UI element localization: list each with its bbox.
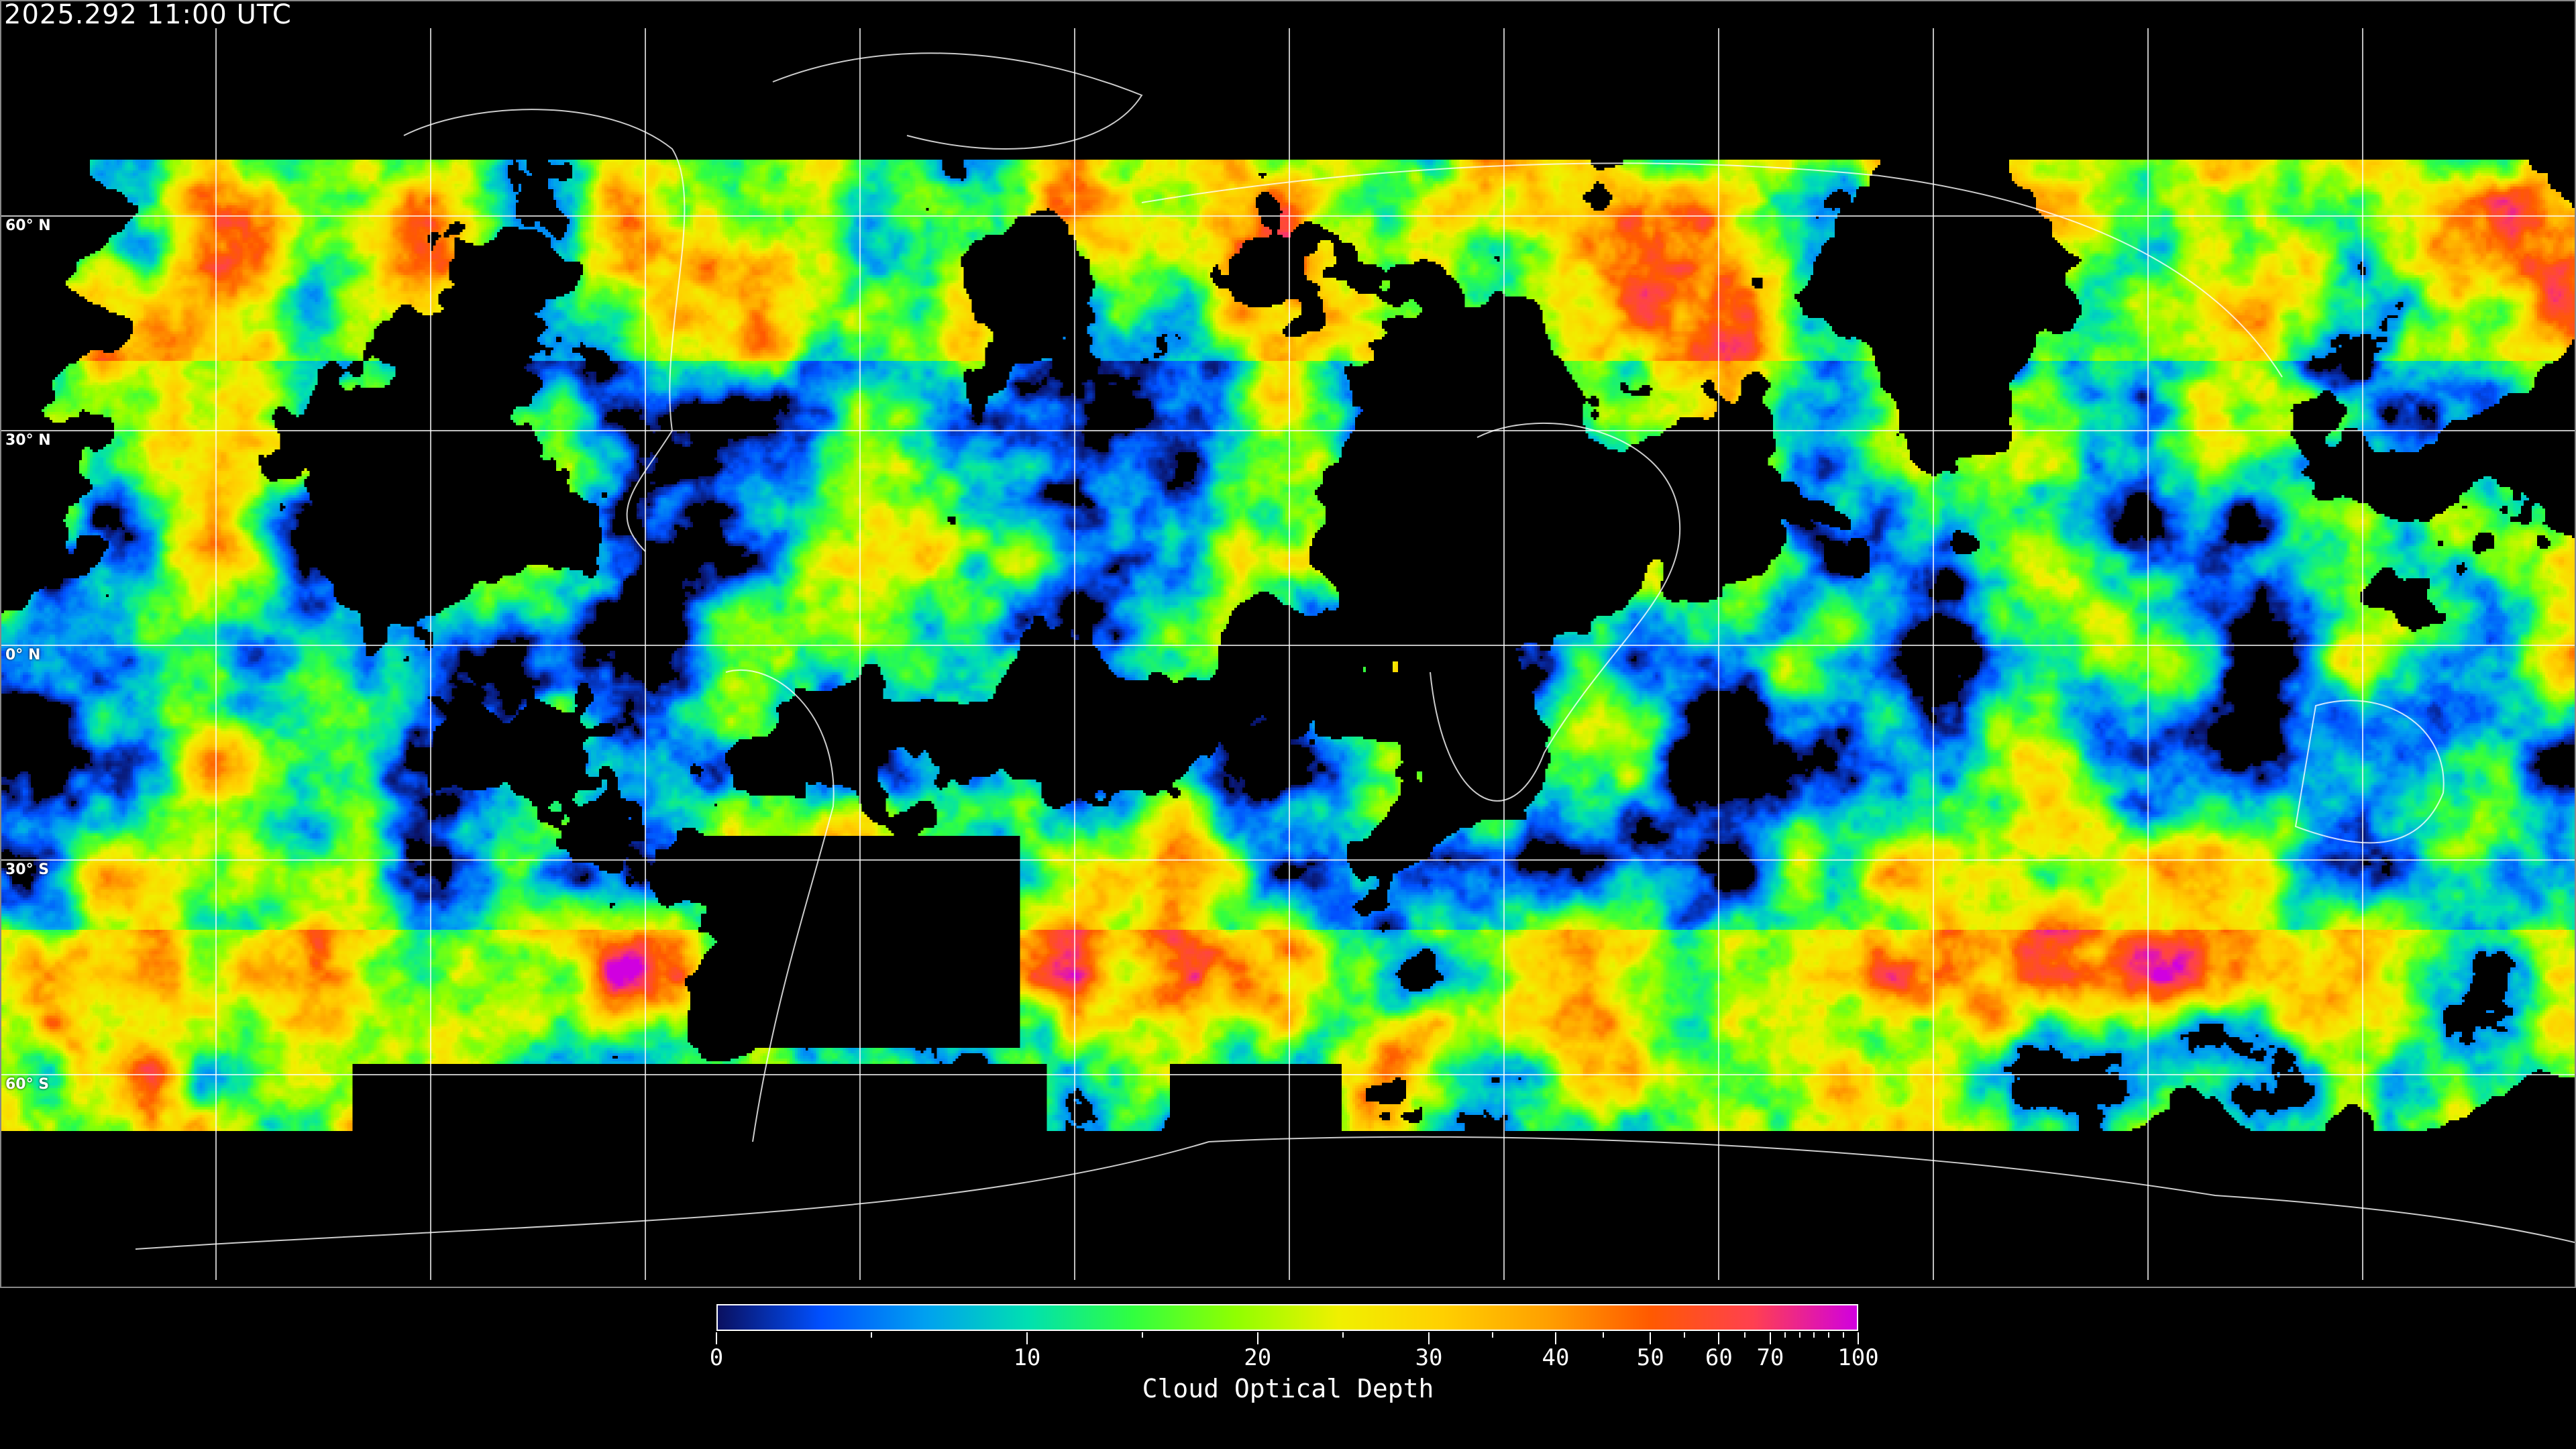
timestamp: 2025.292 11:00 UTC xyxy=(4,0,292,30)
coastline xyxy=(403,109,686,552)
coastline xyxy=(135,1136,2575,1250)
colorbar xyxy=(716,1304,1858,1331)
coastline xyxy=(772,52,1143,150)
colorbar-minor-tick xyxy=(1813,1332,1815,1338)
colorbar-major-tick xyxy=(716,1332,717,1344)
colorbar-tick-label: 40 xyxy=(1542,1344,1570,1371)
graticule xyxy=(1,28,2575,1280)
colorbar-tick-label: 10 xyxy=(1013,1344,1041,1371)
colorbar-minor-tick xyxy=(1843,1332,1845,1338)
colorbar-minor-tick xyxy=(1141,1332,1143,1338)
colorbar-tick-label: 50 xyxy=(1636,1344,1664,1371)
colorbar-major-tick xyxy=(1256,1332,1258,1344)
lat-label-30n: 30° N xyxy=(5,432,51,449)
colorbar-major-tick xyxy=(1554,1332,1556,1344)
coastline xyxy=(725,669,835,1142)
colorbar-minor-tick xyxy=(1784,1332,1786,1338)
colorbar-minor-tick xyxy=(1828,1332,1830,1338)
colorbar-major-tick xyxy=(1858,1332,1859,1344)
colorbar-minor-tick xyxy=(1602,1332,1604,1338)
coastline xyxy=(1141,162,2283,378)
colorbar-major-tick xyxy=(1718,1332,1720,1344)
lat-label-60n: 60° N xyxy=(5,217,51,234)
colorbar-minor-tick xyxy=(1342,1332,1344,1338)
colorbar-major-tick xyxy=(1428,1332,1430,1344)
colorbar-tick-label: 70 xyxy=(1756,1344,1784,1371)
colorbar-minor-tick xyxy=(1684,1332,1686,1338)
coastline xyxy=(2294,700,2445,844)
colorbar-major-tick xyxy=(1026,1332,1028,1344)
cloud-optical-depth-map: 2025.292 11:00 UTC 60° N 30° N 0° N 30° … xyxy=(0,0,2576,1288)
colorbar-tick-label: 60 xyxy=(1705,1344,1733,1371)
colorbar-major-tick xyxy=(1650,1332,1652,1344)
colorbar-tick-label: 100 xyxy=(1837,1344,1879,1371)
colorbar-minor-tick xyxy=(1743,1332,1746,1338)
lat-label-60s: 60° S xyxy=(5,1076,50,1093)
coastline xyxy=(1430,422,1681,802)
colorbar-tick-label: 0 xyxy=(709,1344,724,1371)
lat-label-30s: 30° S xyxy=(5,861,50,878)
colorbar-major-tick xyxy=(1769,1332,1771,1344)
lat-label-0n: 0° N xyxy=(5,647,41,663)
colorbar-tick-label: 20 xyxy=(1244,1344,1272,1371)
colorbar-title: Cloud Optical Depth xyxy=(1142,1374,1434,1403)
colorbar-tick-label: 30 xyxy=(1415,1344,1443,1371)
colorbar-minor-tick xyxy=(1799,1332,1801,1338)
colorbar-minor-tick xyxy=(1491,1332,1493,1338)
colorbar-ticks: 0 10 20 30 40 50 60 70 100 xyxy=(710,1331,1879,1385)
colorbar-minor-tick xyxy=(871,1332,873,1338)
